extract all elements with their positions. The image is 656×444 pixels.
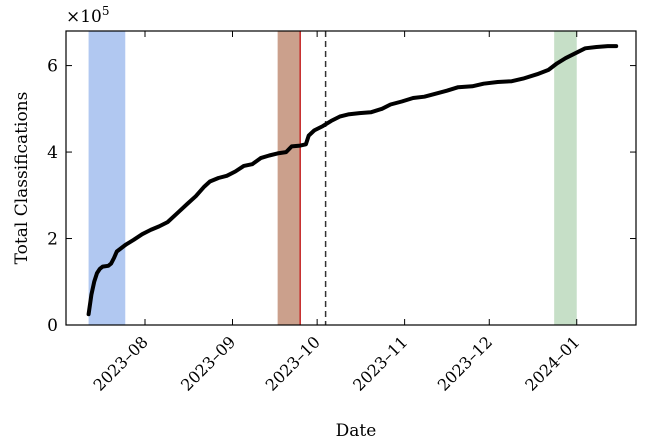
x-axis-title: Date bbox=[336, 421, 377, 441]
x-tick-label: 2023–09 bbox=[177, 332, 239, 394]
plot-frame bbox=[65, 30, 637, 326]
y-axis-ticks: 0 2 4 6 bbox=[47, 57, 636, 336]
shaded-spans bbox=[88, 31, 577, 325]
y-axis-multiplier: ×105 bbox=[66, 4, 110, 27]
data-series bbox=[86, 44, 619, 317]
y-axis-title: Total Classifications bbox=[12, 92, 32, 265]
y-tick-label: 6 bbox=[47, 57, 58, 77]
x-tick-label: 2023–10 bbox=[262, 332, 324, 394]
shaded-span-2 bbox=[277, 31, 301, 325]
y-tick-label: 0 bbox=[47, 316, 58, 336]
x-tick-label: 2023–08 bbox=[90, 332, 152, 394]
y-tick-label: 2 bbox=[47, 230, 58, 250]
shaded-span-3 bbox=[554, 31, 577, 325]
x-axis-ticks: 2023–08 2023–09 2023–10 2023–11 2023–12 2024–… bbox=[90, 31, 584, 395]
x-tick-label: 2024–01 bbox=[521, 332, 583, 394]
y-tick-label: 4 bbox=[47, 143, 58, 163]
vertical-marker-lines bbox=[299, 31, 327, 325]
x-tick-label: 2023–12 bbox=[434, 332, 496, 394]
x-tick-label: 2023–11 bbox=[349, 332, 411, 394]
series-line-1 bbox=[86, 44, 619, 317]
